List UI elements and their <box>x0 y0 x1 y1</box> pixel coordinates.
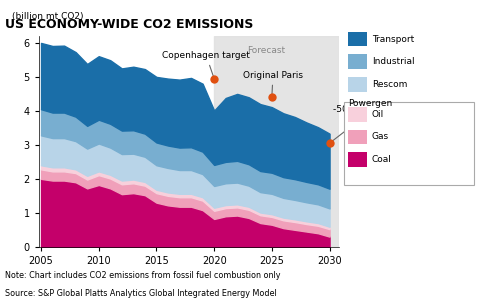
Text: Powergen: Powergen <box>348 99 393 108</box>
Text: Coal: Coal <box>372 155 392 164</box>
Text: -50% cut vs 2005: -50% cut vs 2005 <box>332 105 412 141</box>
Text: Note: Chart includes CO2 emissions from fossil fuel combustion only: Note: Chart includes CO2 emissions from … <box>5 271 280 280</box>
Text: Copenhagen target: Copenhagen target <box>162 51 250 76</box>
Text: Gas: Gas <box>372 132 389 141</box>
Text: US ECONOMY-WIDE CO2 EMISSIONS: US ECONOMY-WIDE CO2 EMISSIONS <box>5 18 253 31</box>
Text: Forecast: Forecast <box>247 46 285 55</box>
Text: Original Paris: Original Paris <box>243 71 303 94</box>
Text: (billion mt CO2): (billion mt CO2) <box>12 12 83 21</box>
Text: Transport: Transport <box>372 35 414 44</box>
Text: Industrial: Industrial <box>372 57 414 66</box>
Text: Oil: Oil <box>372 110 384 119</box>
Bar <box>214 36 339 247</box>
Text: Rescom: Rescom <box>372 80 407 89</box>
Text: Source: S&P Global Platts Analytics Global Integrated Energy Model: Source: S&P Global Platts Analytics Glob… <box>5 289 276 298</box>
